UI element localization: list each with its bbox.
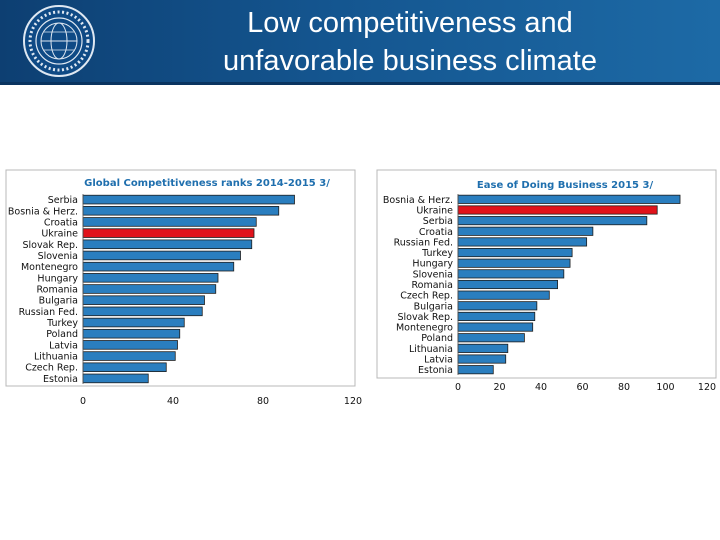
edb-bar-0 <box>457 194 681 204</box>
gci-category-label-6: Montenegro <box>21 262 78 273</box>
edb-category-label-11: Slovak Rep. <box>397 312 453 323</box>
edb-bar-10 <box>457 301 538 311</box>
gci-x-tick-label-0: 0 <box>80 396 86 407</box>
edb-bar-9 <box>457 290 550 300</box>
edb-bar-8 <box>457 279 558 290</box>
gci-category-label-11: Turkey <box>46 318 78 329</box>
edb-category-label-0: Bosnia & Herz. <box>383 195 453 206</box>
gci-category-label-9: Bulgaria <box>39 296 78 307</box>
edb-x-tick-label-1: 20 <box>493 382 505 393</box>
gci-category-label-14: Lithuania <box>34 352 78 363</box>
edb-x-tick-label-0: 0 <box>455 382 461 393</box>
edb-bar-6 <box>457 258 571 268</box>
gci-category-label-13: Latvia <box>49 340 78 351</box>
gci-category-label-0: Serbia <box>48 195 78 206</box>
edb-chart-title: Ease of Doing Business 2015 3/ <box>477 180 654 191</box>
gci-category-label-15: Czech Rep. <box>25 363 78 374</box>
gci-chart-title: Global Competitiveness ranks 2014-2015 3… <box>84 178 330 189</box>
edb-category-label-16: Estonia <box>418 365 453 376</box>
edb-category-label-5: Turkey <box>421 248 453 259</box>
edb-x-tick-label-2: 40 <box>535 382 547 393</box>
edb-category-label-6: Hungary <box>412 259 453 270</box>
edb-category-label-12: Montenegro <box>396 323 453 334</box>
edb-category-label-10: Bulgaria <box>414 301 453 312</box>
edb-category-label-8: Romania <box>411 280 453 291</box>
edb-x-tick-label-5: 100 <box>656 382 674 393</box>
edb-x-tick-label-6: 120 <box>698 382 716 393</box>
slide-title-line2: unfavorable business climate <box>223 45 597 77</box>
edb-bar-13 <box>457 333 525 343</box>
edb-x-tick-label-3: 60 <box>576 382 588 393</box>
edb-bar-5 <box>457 248 573 258</box>
edb-category-label-7: Slovenia <box>413 269 453 280</box>
edb-bar-15 <box>457 354 507 364</box>
edb-x-tick-label-4: 80 <box>618 382 630 393</box>
slide-title: Low competitiveness and unfavorable busi… <box>150 4 670 80</box>
gci-x-tick-label-2: 80 <box>257 396 269 407</box>
gci-category-label-2: Croatia <box>44 217 78 228</box>
gci-x-tick-label-3: 120 <box>344 396 362 407</box>
edb-category-label-3: Croatia <box>419 227 453 238</box>
gci-category-label-8: Romania <box>36 285 78 296</box>
edb-category-label-13: Poland <box>421 333 453 344</box>
edb-category-label-2: Serbia <box>423 216 453 227</box>
edb-category-label-9: Czech Rep. <box>400 291 453 302</box>
edb-category-label-1: Ukraine <box>416 205 453 216</box>
gci-x-tick-label-1: 40 <box>167 396 179 407</box>
edb-category-label-15: Latvia <box>424 355 453 366</box>
edb-category-label-4: Russian Fed. <box>394 237 453 248</box>
gci-category-label-3: Ukraine <box>41 229 78 240</box>
edb-bar-1 <box>457 205 658 215</box>
edb-bar-3 <box>457 226 594 236</box>
gci-category-label-12: Poland <box>46 329 78 340</box>
slide-title-line1: Low competitiveness and <box>247 7 573 39</box>
slide-header: Low competitiveness and unfavorable busi… <box>0 0 720 85</box>
gci-category-label-5: Slovenia <box>38 251 78 262</box>
gci-category-label-7: Hungary <box>37 273 78 284</box>
gci-category-label-4: Slovak Rep. <box>22 240 78 251</box>
imf-seal-icon <box>23 5 95 77</box>
gci-category-label-1: Bosnia & Herz. <box>8 206 78 217</box>
edb-bar-4 <box>457 237 588 247</box>
gci-plot-frame <box>5 169 356 387</box>
edb-category-label-14: Lithuania <box>409 344 453 355</box>
edb-bar-7 <box>457 269 565 279</box>
edb-bar-12 <box>457 322 534 332</box>
edb-bar-11 <box>457 311 536 321</box>
edb-bar-14 <box>457 343 509 353</box>
edb-bar-2 <box>457 216 648 226</box>
gci-category-label-10: Russian Fed. <box>19 307 78 318</box>
gci-category-label-16: Estonia <box>43 374 78 385</box>
edb-bar-16 <box>457 365 494 375</box>
